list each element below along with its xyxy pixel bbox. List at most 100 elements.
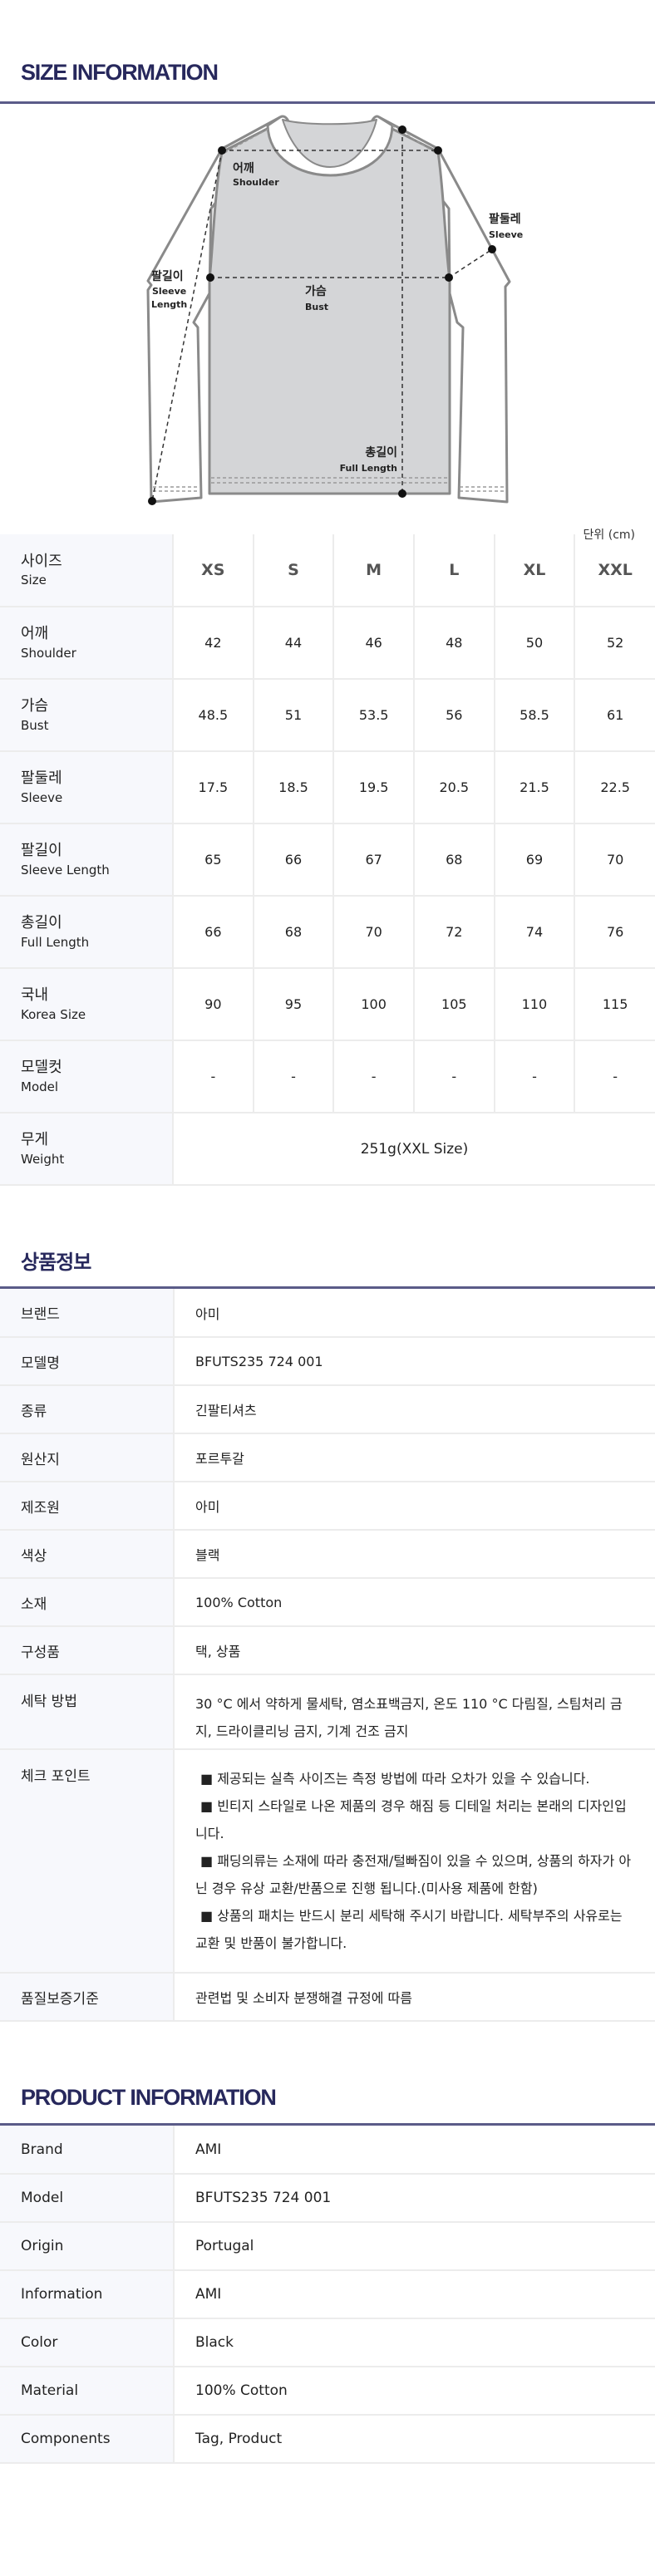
sleeve-length-label-ko: 팔길이 (151, 269, 184, 283)
size-xxl: XXL (574, 534, 655, 607)
info-row: 제조원 아미 (0, 1482, 655, 1531)
checkpoint-row: 체크 포인트 ■ 제공되는 실측 사이즈는 측정 방법에 따라 오차가 있을 수… (0, 1749, 655, 1974)
size-value: 19.5 (333, 751, 415, 824)
row-label: 무게 Weight (0, 1113, 174, 1186)
row-label: 색상 (0, 1530, 175, 1579)
size-value: 95 (253, 968, 335, 1041)
row-label: 구성품 (0, 1626, 175, 1675)
row-value: 100% Cotton (174, 1578, 655, 1627)
row-label: Brand (0, 2126, 175, 2175)
size-information-header: SIZE INFORMATION (0, 0, 655, 101)
info-row: Information AMI (0, 2270, 655, 2319)
row-value: 관련법 및 소비자 분쟁해결 규정에 따름 (174, 1973, 655, 2022)
size-value: 70 (574, 823, 655, 897)
row-value: AMI (174, 2126, 655, 2175)
row-label: 가슴 Bust (0, 679, 174, 752)
size-value: 48 (413, 607, 495, 680)
info-row: 종류 긴팔티셔츠 (0, 1385, 655, 1434)
section-divider (0, 1286, 655, 1289)
row-label: 브랜드 (0, 1289, 175, 1338)
size-value: 51 (253, 679, 335, 752)
size-xl: XL (494, 534, 576, 607)
info-row: 원산지 포르투갈 (0, 1433, 655, 1482)
size-value: 44 (253, 607, 335, 680)
row-label: 팔길이 Sleeve Length (0, 823, 174, 897)
row-label: Components (0, 2415, 175, 2464)
size-value: 66 (173, 896, 254, 969)
info-row: 소재 100% Cotton (0, 1578, 655, 1627)
size-value: 76 (574, 896, 655, 969)
row-label: 체크 포인트 (0, 1749, 175, 1974)
size-table: 사이즈 Size XS S M L XL XXL 어깨 Shoulder 42 44 46… (0, 534, 655, 1186)
size-row-model: 모델컷 Model - - - - - - (0, 1040, 655, 1113)
row-label: 제조원 (0, 1482, 175, 1531)
info-row: 구성품 택, 상품 (0, 1626, 655, 1675)
size-value: 68 (413, 823, 495, 897)
size-value: 18.5 (253, 751, 335, 824)
product-info-en-title: PRODUCT INFORMATION (21, 2085, 277, 2110)
product-info-ko-table: 브랜드 아미 모델명 BFUTS235 724 001 종류 긴팔티셔츠 원산지 포르투갈 제조… (0, 1289, 655, 2022)
size-s: S (253, 534, 335, 607)
product-info-ko-header: 상품정보 (0, 1186, 655, 1286)
row-label: 모델컷 Model (0, 1040, 174, 1113)
tshirt-measurement-illustration: 어깨 Shoulder 팔둘레 Sleeve 팔길이 Sleeve Length… (146, 115, 523, 505)
shoulder-label-en: Shoulder (233, 177, 279, 188)
section-divider (0, 2123, 655, 2126)
size-header-row: 사이즈 Size XS S M L XL XXL (0, 534, 655, 607)
row-value: 아미 (174, 1482, 655, 1531)
size-value: - (413, 1040, 495, 1113)
row-label: 사이즈 Size (0, 534, 174, 607)
size-value: 90 (173, 968, 254, 1041)
size-value: 46 (333, 607, 415, 680)
size-value: - (333, 1040, 415, 1113)
size-information-title: SIZE INFORMATION (21, 60, 219, 85)
size-value: 56 (413, 679, 495, 752)
neckline (282, 119, 377, 168)
sleeve-label-ko: 팔둘레 (489, 212, 521, 226)
size-l: L (413, 534, 495, 607)
bust-label-en: Bust (305, 302, 328, 312)
row-label: 총길이 Full Length (0, 896, 174, 969)
size-value: 69 (494, 823, 576, 897)
size-value: 100 (333, 968, 415, 1041)
size-value: 58.5 (494, 679, 576, 752)
quality-row: 품질보증기준 관련법 및 소비자 분쟁해결 규정에 따름 (0, 1973, 655, 2022)
size-xs: XS (173, 534, 254, 607)
sleeve-length-label-en-2: Length (151, 299, 187, 310)
row-label: Material (0, 2367, 175, 2416)
info-row: 모델명 BFUTS235 724 001 (0, 1337, 655, 1386)
row-label: 소재 (0, 1578, 175, 1627)
product-info-ko-title: 상품정보 (21, 1251, 91, 1274)
sleeve-measure-line (448, 248, 493, 278)
size-value: 66 (253, 823, 335, 897)
info-row: Model BFUTS235 724 001 (0, 2174, 655, 2223)
row-label: Origin (0, 2222, 175, 2271)
full-length-label-en: Full Length (340, 463, 397, 474)
size-row-bust: 가슴 Bust 48.5 51 53.5 56 58.5 61 (0, 679, 655, 752)
info-row: Color Black (0, 2318, 655, 2367)
full-length-label-ko: 총길이 (365, 445, 397, 460)
size-value: - (574, 1040, 655, 1113)
row-label: 팔둘레 Sleeve (0, 751, 174, 824)
size-value: 70 (333, 896, 415, 969)
size-value: 72 (413, 896, 495, 969)
size-value: - (173, 1040, 254, 1113)
row-value: 아미 (174, 1289, 655, 1338)
size-value: 21.5 (494, 751, 576, 824)
size-row-shoulder: 어깨 Shoulder 42 44 46 48 50 52 (0, 607, 655, 680)
info-row: Brand AMI (0, 2126, 655, 2175)
info-row: 브랜드 아미 (0, 1289, 655, 1338)
row-label: 원산지 (0, 1433, 175, 1482)
size-value: - (494, 1040, 576, 1113)
checkpoint-item: ■ 패딩의류는 소재에 따라 충전재/털빠짐이 있을 수 있으며, 상품의 하자… (195, 1853, 632, 1896)
info-row: Origin Portugal (0, 2222, 655, 2271)
info-row: 세탁 방법 30 °C 에서 약하게 물세탁, 염소표백금지, 온도 110 °C… (0, 1674, 655, 1750)
row-value: BFUTS235 724 001 (174, 1337, 655, 1386)
weight-value: 251g(XXL Size) (173, 1113, 655, 1186)
size-value: 42 (173, 607, 254, 680)
row-value: 블랙 (174, 1530, 655, 1579)
row-value: 100% Cotton (174, 2367, 655, 2416)
info-row: 색상 블랙 (0, 1530, 655, 1579)
size-value: 74 (494, 896, 576, 969)
weight-row: 무게 Weight 251g(XXL Size) (0, 1113, 655, 1186)
